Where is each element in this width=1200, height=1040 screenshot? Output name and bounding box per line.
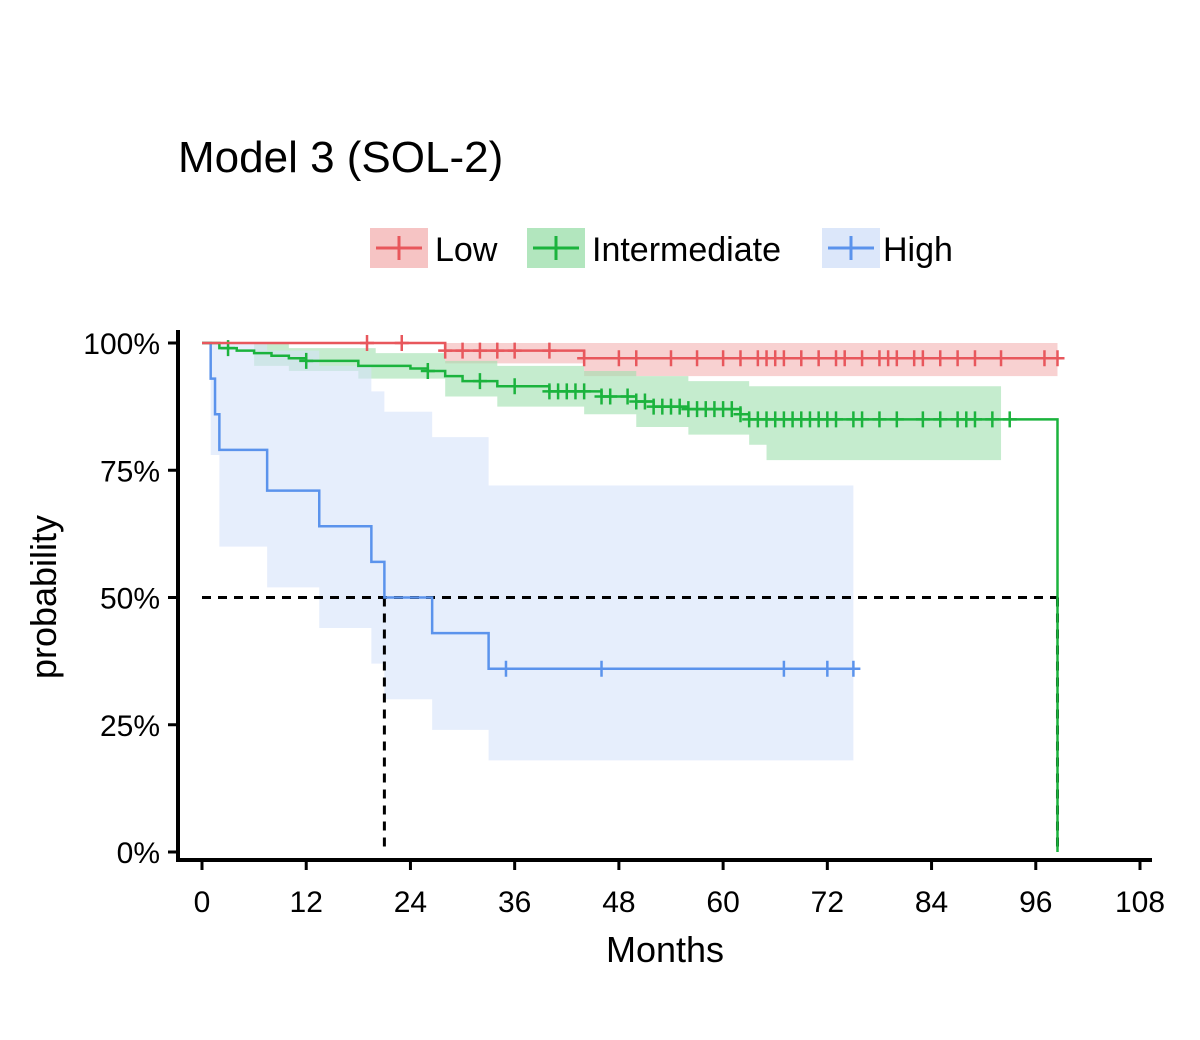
censor-mark-low — [1050, 350, 1065, 367]
y-axis-title: probability — [23, 515, 64, 679]
plot-area: 0 12 24 36 48 60 72 84 96 108 0% 25% 50% 75% 100% — [83, 328, 1165, 919]
legend-label-low: Low — [435, 231, 498, 269]
censor-mark-intermediate — [855, 411, 870, 428]
censor-mark-low — [690, 350, 705, 367]
censor-mark-low — [438, 342, 453, 359]
x-tick-label: 96 — [1019, 886, 1052, 919]
censor-mark-low — [794, 350, 809, 367]
censor-mark-low — [611, 350, 626, 367]
censor-mark-intermediate — [915, 411, 930, 428]
censor-mark-intermediate — [507, 378, 522, 395]
legend: Low Intermediate High — [370, 228, 953, 269]
curve-high[interactable] — [202, 341, 854, 671]
censor-mark-low — [542, 342, 557, 359]
censor-mark-intermediate — [872, 411, 887, 428]
censor-mark-low — [967, 350, 982, 367]
censor-mark-low — [855, 350, 870, 367]
x-axis-title: Months — [606, 929, 724, 970]
censor-mark-low — [490, 342, 505, 359]
legend-item-high[interactable]: High — [822, 228, 953, 269]
censor-mark-high — [498, 660, 513, 677]
legend-label-high: High — [883, 231, 953, 269]
censor-mark-high — [820, 660, 835, 677]
y-tick-label: 75% — [100, 455, 160, 488]
x-tick-label: 84 — [915, 886, 948, 919]
censor-mark-intermediate — [733, 406, 748, 423]
censor-mark-intermediate — [420, 362, 435, 379]
censor-mark-intermediate — [603, 388, 618, 405]
censor-mark-intermediate — [829, 411, 844, 428]
censor-mark-low — [776, 350, 791, 367]
censor-mark-low — [455, 342, 470, 359]
censor-mark-intermediate — [889, 411, 904, 428]
censor-mark-low — [950, 350, 965, 367]
censor-mark-low — [360, 335, 375, 351]
legend-item-low[interactable]: Low — [370, 228, 498, 269]
censor-mark-intermediate — [472, 373, 487, 390]
censor-mark-low — [664, 350, 678, 367]
censor-mark-intermediate — [967, 411, 982, 428]
ci-band-high — [202, 343, 854, 761]
y-tick-label: 0% — [117, 837, 160, 870]
censor-mark-intermediate — [299, 352, 314, 369]
censor-mark-low — [837, 350, 852, 367]
x-tick-label: 60 — [706, 886, 739, 919]
censor-mark-intermediate — [577, 383, 592, 400]
censor-mark-low — [915, 350, 930, 367]
chart-title: Model 3 (SOL-2) — [178, 133, 503, 182]
x-tick-label: 48 — [602, 886, 635, 919]
censor-mark-intermediate — [724, 401, 739, 418]
y-tick-label: 100% — [83, 328, 160, 361]
censor-mark-low — [733, 350, 748, 367]
censor-mark-low — [889, 350, 904, 367]
censor-mark-intermediate — [985, 411, 1000, 428]
censor-mark-low — [394, 335, 409, 351]
x-tick-label: 108 — [1115, 886, 1165, 919]
censor-mark-intermediate — [933, 411, 948, 428]
y-tick-label: 50% — [100, 583, 160, 616]
x-tick-label: 0 — [194, 886, 211, 919]
censor-mark-low — [472, 342, 487, 359]
censor-mark-high — [776, 660, 791, 677]
censor-mark-low — [577, 350, 592, 367]
censor-mark-intermediate — [620, 388, 635, 405]
censor-mark-low — [1037, 350, 1052, 367]
x-tick-label: 24 — [394, 886, 427, 919]
x-tick-label: 12 — [290, 886, 323, 919]
censor-mark-low — [716, 350, 731, 367]
legend-item-intermediate[interactable]: Intermediate — [527, 228, 781, 269]
y-tick-label: 25% — [100, 710, 160, 743]
censor-mark-low — [994, 350, 1009, 367]
censor-mark-low — [629, 350, 644, 367]
censor-mark-intermediate — [672, 398, 687, 415]
censor-mark-high — [594, 660, 609, 677]
censor-mark-low — [933, 350, 948, 367]
censor-mark-intermediate — [1002, 411, 1017, 428]
x-tick-label: 36 — [498, 886, 531, 919]
legend-label-intermediate: Intermediate — [592, 231, 781, 269]
censor-mark-low — [811, 350, 826, 367]
x-tick-label: 72 — [811, 886, 844, 919]
censor-mark-low — [507, 342, 522, 359]
censor-mark-high — [846, 660, 861, 677]
censor-mark-intermediate — [637, 393, 652, 410]
